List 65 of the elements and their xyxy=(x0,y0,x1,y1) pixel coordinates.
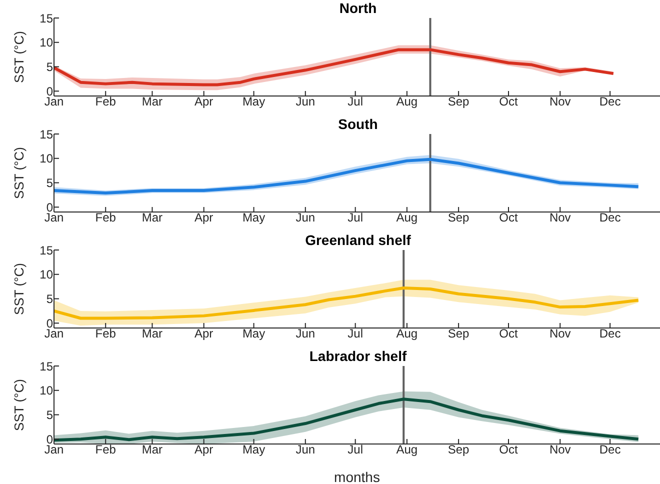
x-tick-label: May xyxy=(242,442,266,457)
x-tick-label: Mar xyxy=(142,442,163,457)
x-tick-label: Nov xyxy=(549,94,571,109)
x-tick-label: May xyxy=(242,210,266,225)
x-tick-label: Mar xyxy=(142,94,163,109)
x-tick-label: Mar xyxy=(142,326,163,341)
chart-title: Labrador shelf xyxy=(308,348,408,364)
x-tick-label: Sep xyxy=(448,442,470,457)
x-tick-label: Sep xyxy=(448,326,470,341)
x-tick-label: Jul xyxy=(348,442,364,457)
x-tick-label: Apr xyxy=(194,94,214,109)
x-tick-label: Jun xyxy=(296,326,316,341)
x-tick-label: Feb xyxy=(95,210,116,225)
x-tick-label: Jun xyxy=(296,210,316,225)
x-axis-title: months xyxy=(334,469,380,484)
y-axis-title: SST (°C) xyxy=(12,31,27,83)
x-tick-label: Sep xyxy=(448,94,470,109)
y-axis-title: SST (°C) xyxy=(12,147,27,199)
x-tick-label: Dec xyxy=(599,326,621,341)
y-tick-label: 5 xyxy=(46,408,54,422)
y-tick-label: 5 xyxy=(46,292,54,306)
y-tick-label: 15 xyxy=(40,243,54,258)
y-tick-label: 15 xyxy=(40,127,54,142)
y-tick-label: 5 xyxy=(46,60,54,74)
x-tick-label: Jul xyxy=(348,326,364,341)
y-tick-label: 15 xyxy=(40,11,54,26)
x-tick-label: Dec xyxy=(599,94,621,109)
x-tick-label: Nov xyxy=(549,326,571,341)
y-tick-label: 10 xyxy=(40,268,54,282)
chart-title: North xyxy=(338,0,378,16)
x-tick-label: Aug xyxy=(396,442,418,457)
y-axis-title: SST (°C) xyxy=(12,263,27,315)
x-tick-label: Dec xyxy=(599,210,621,225)
x-tick-label: Aug xyxy=(396,94,418,109)
x-tick-label: Apr xyxy=(194,442,214,457)
y-axis-title: SST (°C) xyxy=(12,379,27,431)
chart-title: Greenland shelf xyxy=(304,232,412,248)
x-tick-label: Jun xyxy=(296,94,316,109)
x-tick-label: Aug xyxy=(396,210,418,225)
x-tick-label: Apr xyxy=(194,326,214,341)
y-tick-label: 10 xyxy=(40,36,54,50)
x-tick-label: Oct xyxy=(499,442,518,457)
y-tick-label: 5 xyxy=(46,176,54,190)
x-tick-label: Jul xyxy=(348,210,364,225)
x-tick-label: Oct xyxy=(499,210,518,225)
x-tick-label: Sep xyxy=(448,210,470,225)
y-tick-label: 15 xyxy=(40,359,54,374)
x-tick-label: Jul xyxy=(348,94,364,109)
x-tick-label: Nov xyxy=(549,210,571,225)
y-tick-label: 10 xyxy=(40,152,54,166)
x-tick-label: Feb xyxy=(95,326,116,341)
x-tick-label: May xyxy=(242,94,266,109)
x-tick-label: Aug xyxy=(396,326,418,341)
x-tick-label: Dec xyxy=(599,442,621,457)
x-tick-label: Feb xyxy=(95,94,116,109)
x-tick-label: Feb xyxy=(95,442,116,457)
x-tick-label: May xyxy=(242,326,266,341)
x-tick-label: Nov xyxy=(549,442,571,457)
x-tick-label: Oct xyxy=(499,326,518,341)
chart-title: South xyxy=(337,116,379,132)
x-tick-label: Apr xyxy=(194,210,214,225)
x-tick-label: Mar xyxy=(142,210,163,225)
x-tick-label: Oct xyxy=(499,94,518,109)
x-tick-label: Jun xyxy=(296,442,316,457)
y-tick-label: 10 xyxy=(40,384,54,398)
